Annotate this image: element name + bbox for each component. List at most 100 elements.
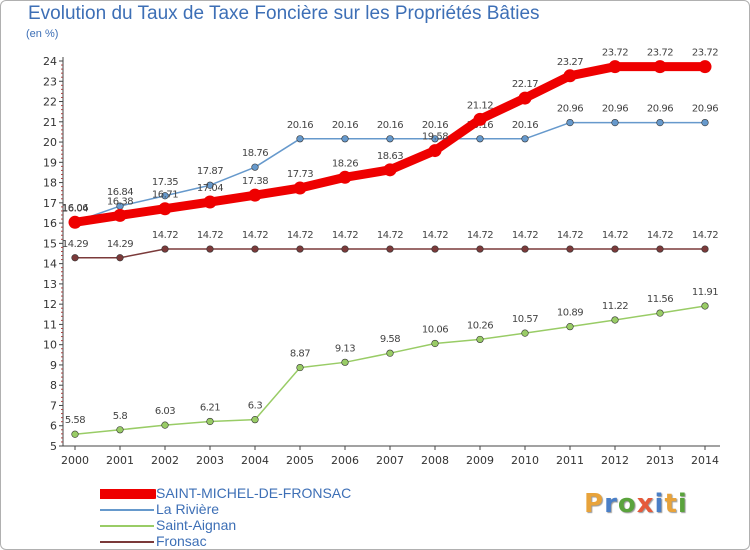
data-point bbox=[476, 335, 484, 344]
chart-title: Evolution du Taux de Taxe Foncière sur l… bbox=[28, 3, 540, 24]
data-point bbox=[296, 245, 304, 253]
x-tick-label: 2006 bbox=[331, 454, 359, 467]
data-label: 23.27 bbox=[557, 57, 583, 68]
data-label: 21.12 bbox=[467, 100, 493, 111]
data-point bbox=[431, 245, 439, 253]
y-tick-label: 19 bbox=[43, 156, 57, 169]
data-point bbox=[656, 309, 664, 317]
data-point bbox=[158, 202, 172, 216]
data-label: 14.72 bbox=[692, 230, 718, 241]
legend-label: La Rivière bbox=[156, 501, 220, 517]
data-label: 17.04 bbox=[197, 183, 223, 194]
data-point bbox=[293, 181, 307, 195]
data-label: 14.72 bbox=[332, 230, 358, 241]
data-label: 14.72 bbox=[557, 230, 583, 241]
data-point bbox=[161, 245, 169, 253]
logo-letter: r bbox=[604, 489, 618, 519]
data-point bbox=[611, 245, 619, 253]
y-tick-label: 22 bbox=[43, 96, 57, 109]
x-tick-label: 2010 bbox=[511, 454, 539, 467]
data-point bbox=[338, 170, 352, 184]
data-point bbox=[206, 417, 214, 426]
data-label: 17.38 bbox=[242, 176, 268, 187]
data-point bbox=[608, 60, 622, 74]
y-tick-label: 23 bbox=[43, 75, 57, 88]
data-label: 9.13 bbox=[335, 343, 355, 354]
data-label: 14.72 bbox=[242, 230, 268, 241]
data-point bbox=[386, 349, 394, 357]
data-point bbox=[521, 135, 529, 143]
data-point bbox=[428, 144, 442, 158]
y-tick-label: 5 bbox=[50, 440, 57, 453]
data-point bbox=[161, 192, 169, 200]
data-point bbox=[656, 245, 664, 253]
data-label: 23.72 bbox=[647, 48, 673, 59]
data-label: 5.58 bbox=[65, 415, 85, 426]
data-label: 14.72 bbox=[647, 230, 673, 241]
y-tick-label: 15 bbox=[43, 237, 57, 250]
y-tick-label: 11 bbox=[43, 318, 57, 331]
data-point bbox=[611, 118, 619, 127]
data-label: 11.56 bbox=[647, 294, 673, 305]
x-tick-label: 2013 bbox=[646, 454, 674, 467]
data-point bbox=[701, 118, 709, 127]
data-label: 14.72 bbox=[287, 230, 313, 241]
data-point bbox=[251, 245, 259, 253]
data-point bbox=[68, 215, 82, 229]
data-label: 5.8 bbox=[113, 411, 128, 422]
data-label: 14.29 bbox=[62, 239, 88, 250]
data-label: 16.38 bbox=[107, 196, 133, 207]
legend-swatch bbox=[100, 525, 154, 527]
data-label: 9.58 bbox=[380, 334, 400, 345]
data-label: 14.29 bbox=[107, 239, 133, 250]
data-point bbox=[656, 118, 664, 127]
data-point bbox=[251, 163, 259, 171]
data-label: 20.96 bbox=[692, 104, 718, 115]
data-label: 16.04 bbox=[62, 203, 88, 214]
logo-letter: P bbox=[584, 489, 605, 519]
data-label: 20.16 bbox=[512, 120, 538, 131]
data-label: 14.72 bbox=[377, 230, 403, 241]
data-label: 19.58 bbox=[422, 132, 448, 143]
x-tick-label: 2000 bbox=[61, 454, 89, 467]
data-point bbox=[386, 245, 394, 253]
data-label: 14.72 bbox=[197, 230, 223, 241]
data-label: 10.89 bbox=[557, 308, 583, 319]
data-label: 10.57 bbox=[512, 314, 538, 325]
data-point bbox=[476, 135, 484, 143]
data-label: 14.72 bbox=[602, 230, 628, 241]
data-point bbox=[383, 163, 397, 177]
data-point bbox=[113, 208, 127, 222]
data-label: 22.17 bbox=[512, 79, 538, 90]
logo-letter: x bbox=[636, 489, 655, 519]
logo-letter: i bbox=[677, 489, 688, 519]
y-tick-label: 16 bbox=[43, 217, 57, 230]
data-label: 20.96 bbox=[647, 104, 673, 115]
data-point bbox=[341, 135, 349, 143]
logo-letter: t bbox=[664, 489, 678, 519]
x-tick-label: 2011 bbox=[556, 454, 584, 467]
data-point bbox=[161, 421, 169, 429]
data-point bbox=[206, 245, 214, 253]
data-point bbox=[563, 69, 577, 83]
data-point bbox=[566, 323, 574, 331]
data-point bbox=[473, 112, 487, 126]
x-tick-label: 2012 bbox=[601, 454, 629, 467]
x-tick-label: 2001 bbox=[106, 454, 134, 467]
data-point bbox=[566, 245, 574, 253]
data-label: 20.96 bbox=[602, 104, 628, 115]
data-label: 17.73 bbox=[287, 169, 313, 180]
data-point bbox=[521, 245, 529, 253]
data-label: 17.35 bbox=[152, 177, 178, 188]
y-tick-label: 17 bbox=[43, 197, 57, 210]
x-tick-label: 2002 bbox=[151, 454, 179, 467]
data-label: 6.21 bbox=[200, 402, 220, 413]
data-point bbox=[203, 195, 217, 209]
data-point bbox=[206, 181, 214, 189]
data-label: 6.03 bbox=[155, 406, 175, 417]
data-point bbox=[296, 135, 304, 143]
legend-label: Fronsac bbox=[156, 533, 207, 549]
data-point bbox=[341, 358, 349, 366]
data-point bbox=[518, 91, 532, 105]
